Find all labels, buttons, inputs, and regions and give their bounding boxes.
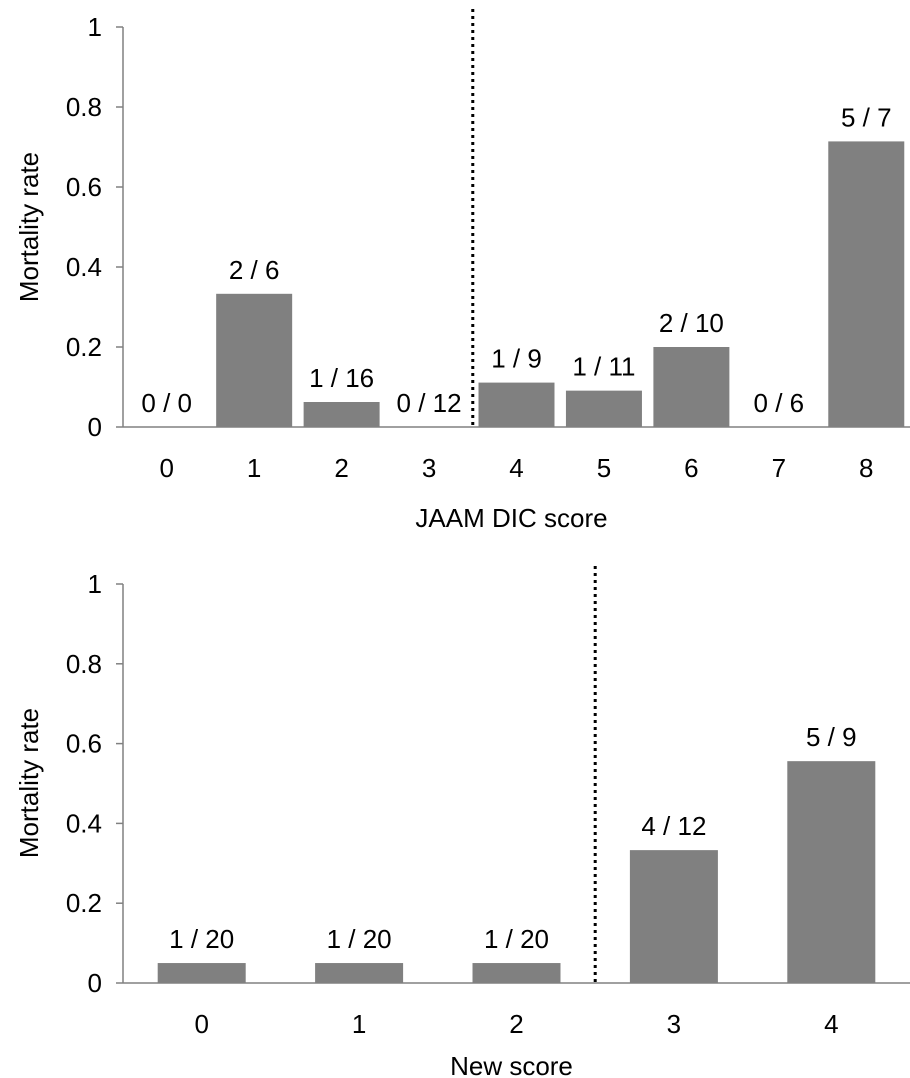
chart1-y-tick-label: 0 [88, 412, 102, 442]
chart2-x-axis-title: New score [450, 1051, 573, 1078]
chart2-data-label: 1 / 20 [169, 924, 234, 954]
chart2-y-tick-label: 0 [88, 968, 102, 998]
chart1-bar [653, 347, 730, 427]
chart1-x-tick-label: 1 [247, 453, 261, 483]
chart1-bar [478, 382, 555, 427]
chart1-x-tick-label: 6 [684, 453, 698, 483]
chart1-y-tick-label: 1 [88, 12, 102, 42]
chart1-y-tick-label: 0.6 [66, 172, 102, 202]
chart1-data-label: 5 / 7 [841, 102, 892, 132]
chart1-data-label: 1 / 9 [491, 344, 542, 374]
chart1-bar [828, 141, 905, 427]
chart2-data-label: 1 / 20 [484, 924, 549, 954]
chart1-data-label: 1 / 11 [572, 352, 635, 382]
chart2-bar [157, 963, 246, 983]
chart2-y-tick-label: 0.2 [66, 888, 102, 918]
chart1-data-label: 1 / 16 [309, 363, 374, 393]
chart1-x-tick-label: 7 [772, 453, 786, 483]
chart1-y-tick-label: 0.8 [66, 92, 102, 122]
chart2-data-label: 5 / 9 [806, 722, 857, 752]
chart1-x-tick-label: 8 [859, 453, 873, 483]
chart1-data-label: 0 / 0 [141, 388, 192, 418]
chart1-x-tick-label: 0 [159, 453, 173, 483]
chart2-x-tick-label: 3 [667, 1009, 681, 1039]
chart1-x-tick-label: 2 [334, 453, 348, 483]
chart2-bar [787, 761, 876, 983]
chart2-y-tick-label: 0.6 [66, 729, 102, 759]
chart1-x-tick-label: 5 [597, 453, 611, 483]
chart2-x-tick-label: 1 [352, 1009, 366, 1039]
chart2-bar [315, 963, 404, 983]
chart1-y-axis-title: Mortality rate [14, 152, 44, 302]
chart2-bar [629, 850, 718, 983]
chart2-data-label: 4 / 12 [641, 811, 706, 841]
chart1-bar [303, 402, 380, 427]
chart1-data-label: 2 / 10 [659, 308, 724, 338]
chart1-y-tick-label: 0.2 [66, 332, 102, 362]
chart2-x-tick-label: 4 [824, 1009, 838, 1039]
chart1-data-label: 2 / 6 [229, 255, 280, 285]
chart2-y-tick-label: 1 [88, 569, 102, 599]
chart1-bar [216, 293, 293, 427]
chart1-x-tick-label: 4 [509, 453, 523, 483]
chart1-x-tick-label: 3 [422, 453, 436, 483]
chart1-bar [565, 390, 642, 427]
chart1-y-tick-label: 0.4 [66, 252, 102, 282]
chart1-data-label: 0 / 6 [754, 388, 805, 418]
chart1-x-axis-title: JAAM DIC score [415, 503, 607, 533]
chart2-y-tick-label: 0.4 [66, 808, 102, 838]
chart2-x-tick-label: 2 [509, 1009, 523, 1039]
chart1-data-label: 0 / 12 [397, 388, 462, 418]
chart2-data-label: 1 / 20 [327, 924, 392, 954]
chart2-y-axis-title: Mortality rate [14, 708, 44, 858]
chart2-bar [472, 963, 561, 983]
chart2-y-tick-label: 0.8 [66, 649, 102, 679]
chart2-x-tick-label: 0 [194, 1009, 208, 1039]
